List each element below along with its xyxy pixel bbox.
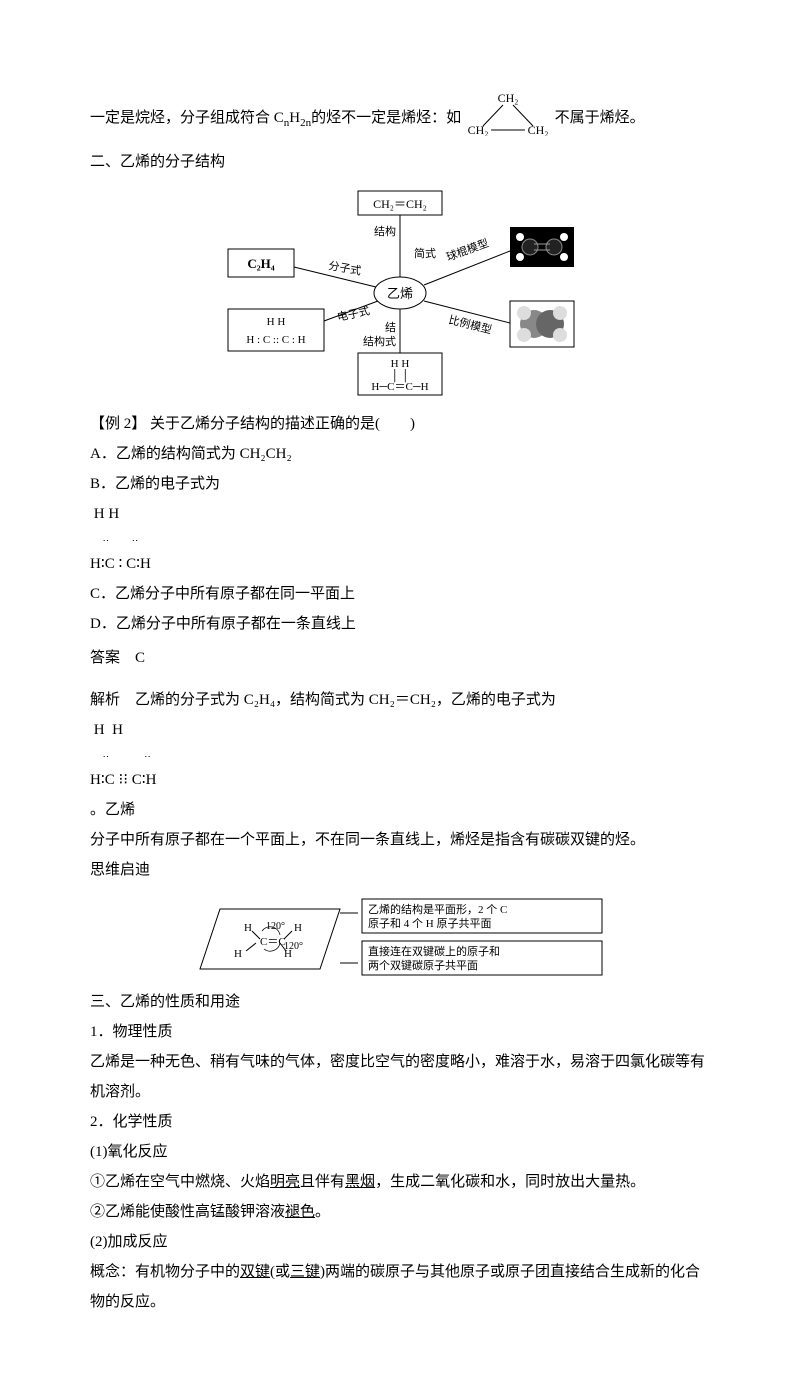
chem1: (1)氧化反应: [90, 1137, 710, 1167]
example-2: 【例 2】 关于乙烯分子结构的描述正确的是( ): [90, 409, 710, 439]
d1-bl-lbl: 电子式: [336, 304, 371, 324]
d1-top-lbl: 结构: [374, 224, 396, 238]
d1-r1-lbl: 球棍模型: [444, 236, 490, 264]
d1-left-lbl: 分子式: [327, 259, 362, 278]
planar-diagram: H H H H C＝C 120° 120° 乙烯的结构是平面形，2 个 C 原子…: [190, 891, 610, 981]
analysis-line2: 分子中所有原子都在一个平面上，不在同一条直线上，烯烃是指含有碳碳双键的烃。: [90, 825, 710, 855]
u-sanj: 三键: [290, 1264, 320, 1280]
chem2a-pre: 概念：有机物分子中的: [90, 1264, 240, 1280]
chem1a-mid: 且伴有: [300, 1174, 345, 1190]
d1-center: 乙烯: [387, 286, 413, 301]
chem2: (2)加成反应: [90, 1227, 710, 1257]
chem1a-post: ，生成二氧化碳和水，同时放出大量热。: [375, 1174, 645, 1190]
para1-mid1: H: [289, 110, 300, 126]
d2-note2b: 两个双键碳原子共平面: [368, 958, 478, 972]
heading-2: 二、乙烯的分子结构: [90, 147, 710, 177]
u-heiyan: 黑烟: [345, 1174, 375, 1190]
d1-bot-top: H H: [391, 358, 410, 370]
optb-pre: B．乙烯的电子式为: [90, 476, 220, 492]
phys-text: 乙烯是一种无色、稍有气味的气体，密度比空气的密度略小，难溶于水，易溶于四氯化碳等…: [90, 1047, 710, 1107]
para1-mid2: 的烃不一定是烯烃：如: [311, 110, 461, 126]
chem1a-pre: ①乙烯在空气中燃烧、火焰: [90, 1174, 270, 1190]
chem1b: ②乙烯能使酸性高锰酸钾溶液褪色。: [90, 1197, 710, 1227]
svg-text:H: H: [234, 948, 242, 960]
d1-bl-top: H H: [267, 316, 286, 328]
heading-3: 三、乙烯的性质和用途: [90, 987, 710, 1017]
chem2a-mid: (或: [270, 1264, 290, 1280]
chem1a: ①乙烯在空气中燃烧、火焰明亮且伴有黑烟，生成二氧化碳和水，同时放出大量热。: [90, 1167, 710, 1197]
h3-2: 2．化学性质: [90, 1107, 710, 1137]
svg-text:H: H: [244, 922, 252, 934]
chem1b-pre: ②乙烯能使酸性高锰酸钾溶液: [90, 1204, 285, 1220]
u-tuise: 褪色: [285, 1204, 315, 1220]
option-d: D．乙烯分子中所有原子都在一条直线上: [90, 609, 710, 639]
tri-bl: CH₂: [467, 123, 488, 136]
cyclopropane-icon: CH₂ CH₂ CH₂: [465, 90, 551, 147]
svg-text:H: H: [294, 922, 302, 934]
tri-top: CH₂: [497, 91, 518, 105]
analysis: 解析 乙烯的分子式为 C₂H₄，结构简式为 CH₂＝CH₂，乙烯的电子式为: [90, 685, 710, 715]
option-b: B．乙烯的电子式为: [90, 469, 710, 499]
d1-bl-bot: H : C :: C : H: [246, 334, 305, 346]
u-shuangj: 双键: [240, 1264, 270, 1280]
tri-br: CH₂: [527, 123, 548, 136]
para-alkane: 一定是烷烃，分子组成符合 CnH2n的烃不一定是烯烃：如 CH₂ CH₂ CH₂…: [90, 90, 710, 147]
ethylene-structure-diagram: 乙烯 CH₂＝CH₂ 结构 简式 C₂H₄ 分子式 H H H : C :: C…: [210, 183, 590, 403]
answer: 答案 C: [90, 643, 710, 673]
d2-note2a: 直接连在双键碳上的原子和: [368, 944, 500, 958]
h3-1: 1．物理性质: [90, 1017, 710, 1047]
d1-top-box: CH₂＝CH₂: [373, 197, 427, 211]
d1-top-lbl2: 简式: [414, 246, 436, 260]
analysis-pre: 解析 乙烯的分子式为 C₂H₄，结构简式为 CH₂＝CH₂，乙烯的电子式为: [90, 692, 556, 708]
para1-sub2: 2n: [300, 117, 311, 129]
para1-post: 不属于烯烃。: [555, 110, 645, 126]
d2-note1a: 乙烯的结构是平面形，2 个 C: [368, 902, 507, 916]
d1-left-box: C₂H₄: [247, 256, 274, 271]
d1-bot-lbl2: 结构式: [363, 334, 396, 348]
chem2a: 概念：有机物分子中的双键(或三键)两端的碳原子与其他原子或原子团直接结合生成新的…: [90, 1257, 710, 1317]
d1-bot-bot: H─C＝C─H: [371, 381, 428, 393]
analysis-post: 。乙烯: [90, 802, 135, 818]
siwei-qidi: 思维启迪: [90, 855, 710, 885]
d1-bot-lbl1: 结: [385, 321, 396, 334]
option-c: C．乙烯分子中所有原子都在同一平面上: [90, 579, 710, 609]
u-mingliang: 明亮: [270, 1174, 300, 1190]
option-a: A．乙烯的结构简式为 CH₂CH₂: [90, 439, 710, 469]
para1-pre: 一定是烷烃，分子组成符合 C: [90, 110, 284, 126]
d2-angle2: 120°: [284, 941, 303, 952]
d1-r2-lbl: 比例模型: [447, 312, 493, 336]
d2-note1b: 原子和 4 个 H 原子共平面: [368, 917, 491, 930]
chem1b-post: 。: [315, 1204, 330, 1220]
